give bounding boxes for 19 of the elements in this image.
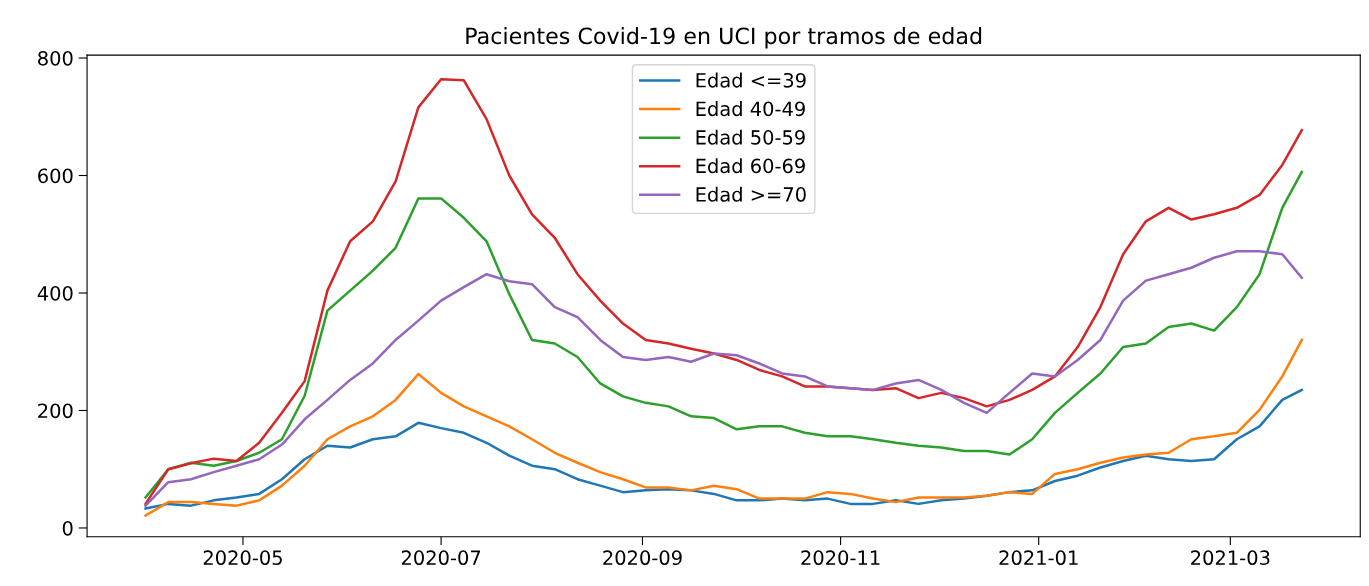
y-tick-label: 400: [37, 285, 73, 301]
legend-label: Edad 50-59: [696, 129, 805, 145]
legend-label: Edad 40-49: [696, 101, 805, 117]
x-tick-label: 2020-07: [401, 550, 481, 566]
y-tick-label: 800: [38, 50, 73, 66]
x-tick-label: 2020-05: [203, 550, 282, 566]
legend-label: Edad >=70: [696, 186, 806, 202]
y-tick-label: 0: [62, 520, 73, 536]
legend-label: Edad <=39: [696, 72, 806, 88]
x-tick-label: 2021-01: [999, 550, 1078, 566]
legend-label: Edad 60-69: [696, 158, 805, 174]
line-series: [144, 250, 1304, 507]
x-tick-label: 2020-09: [603, 550, 682, 566]
x-tick-label: 2021-03: [1191, 550, 1270, 566]
chart-title: Pacientes Covid-19 en UCI por tramos de edad: [466, 27, 982, 49]
line-series: [144, 338, 1304, 517]
x-tick-label: 2020-11: [801, 550, 880, 566]
y-tick-label: 600: [38, 168, 73, 184]
y-tick-label: 200: [38, 403, 73, 419]
